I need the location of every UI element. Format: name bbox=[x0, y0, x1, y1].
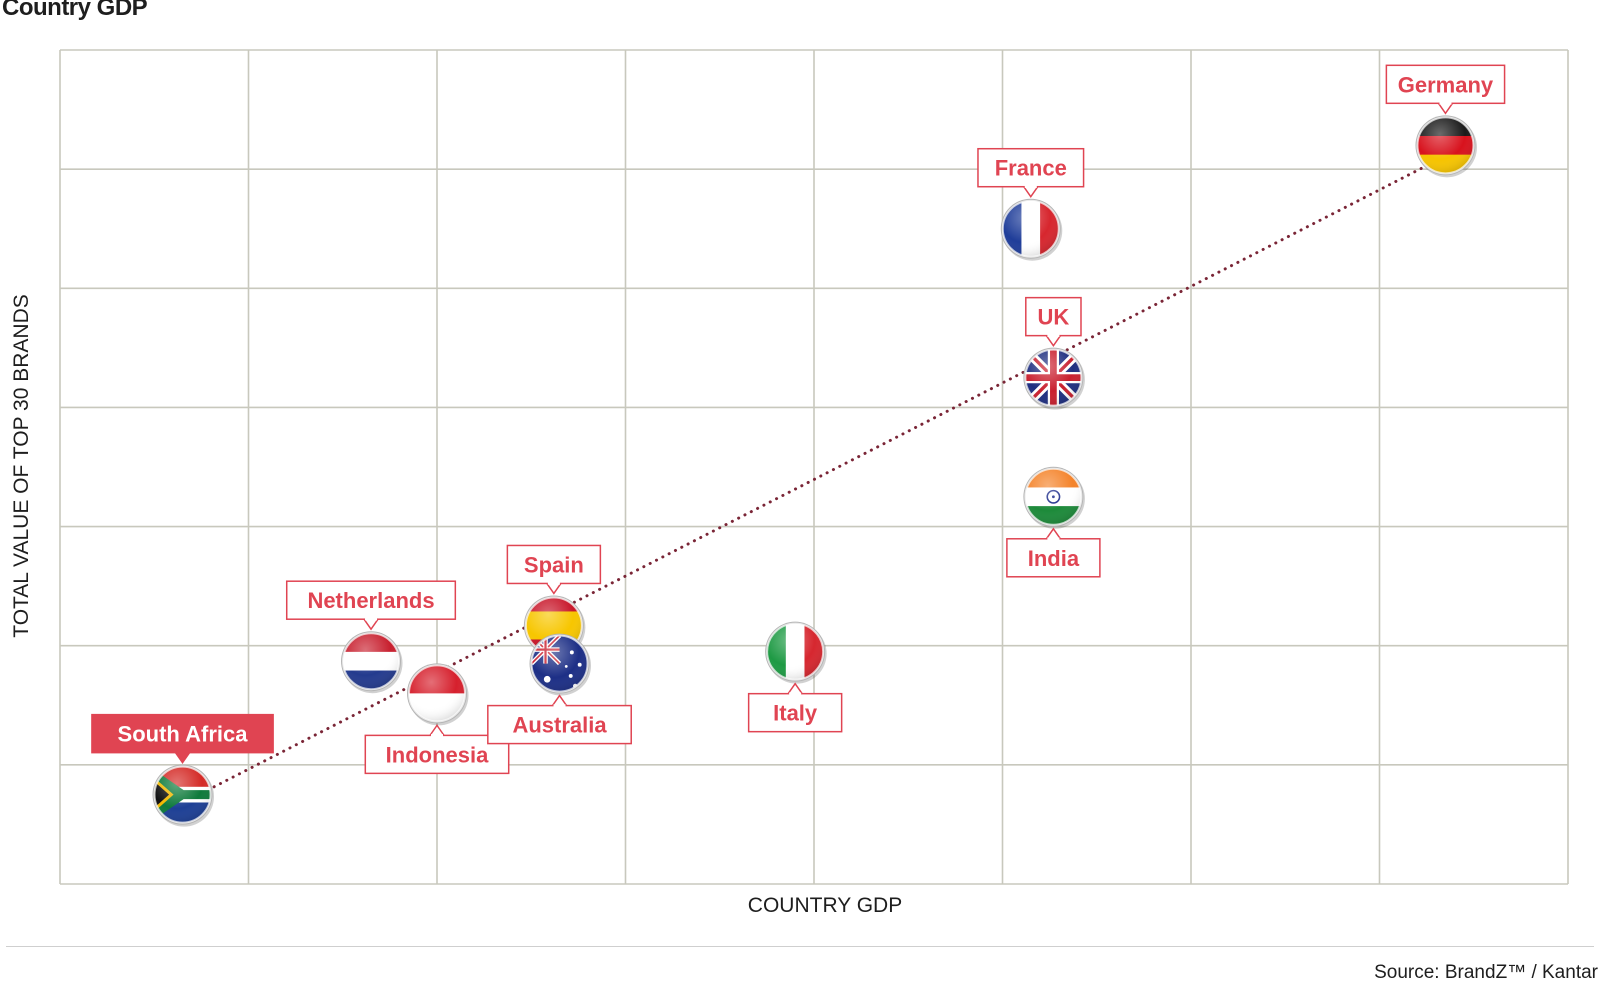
point-label: UK bbox=[1038, 305, 1070, 330]
italy-flag bbox=[765, 621, 827, 684]
callout-box bbox=[285, 580, 457, 620]
callout-australia: Australia bbox=[487, 694, 632, 745]
callout-uk: UK bbox=[1025, 296, 1082, 347]
south-africa-flag bbox=[152, 764, 215, 827]
point-label: Spain bbox=[524, 552, 584, 577]
callout-pointer bbox=[551, 694, 568, 707]
callout-box bbox=[977, 147, 1085, 188]
callout-india: India bbox=[1006, 527, 1101, 578]
data-point: Italy bbox=[747, 621, 843, 733]
australia-flag bbox=[529, 633, 592, 696]
callout-box bbox=[1385, 64, 1506, 105]
callout-netherlands: Netherlands bbox=[285, 580, 457, 631]
india-flag bbox=[1023, 466, 1085, 529]
trend-line-path bbox=[181, 154, 1447, 805]
callout-pointer bbox=[1023, 186, 1039, 199]
uk-flag bbox=[1023, 347, 1085, 410]
callout-spain: Spain bbox=[506, 544, 602, 595]
callout-pointer bbox=[363, 618, 379, 631]
point-label: Indonesia bbox=[386, 742, 489, 767]
callout-box bbox=[364, 734, 510, 775]
germany-flag bbox=[1415, 115, 1477, 178]
data-points: South Africa Netherlands Indonesia Spain Aus… bbox=[91, 64, 1506, 827]
data-point: Germany bbox=[1385, 64, 1506, 178]
data-point: France bbox=[977, 147, 1085, 261]
callout-pointer bbox=[174, 752, 191, 764]
callout-box bbox=[1006, 538, 1101, 578]
callout-germany: Germany bbox=[1385, 64, 1506, 115]
chart-title: Country GDP bbox=[2, 0, 148, 21]
grid-lines bbox=[59, 49, 1569, 885]
point-label: Germany bbox=[1398, 72, 1494, 97]
france-flag bbox=[1000, 198, 1063, 261]
data-point: India bbox=[1006, 466, 1101, 578]
callout-box bbox=[91, 713, 274, 754]
data-point: Indonesia bbox=[364, 663, 510, 775]
indonesia-flag bbox=[407, 663, 469, 726]
callout-france: France bbox=[977, 147, 1085, 199]
trend-line bbox=[181, 154, 1447, 805]
x-axis-label: COUNTRY GDP bbox=[747, 894, 903, 917]
data-point: Netherlands bbox=[285, 580, 457, 694]
point-label: South Africa bbox=[118, 722, 249, 747]
data-point: Australia bbox=[487, 633, 632, 745]
point-label: Australia bbox=[512, 713, 607, 738]
data-point: South Africa bbox=[91, 713, 274, 827]
netherlands-flag bbox=[341, 631, 403, 694]
y-axis-label: TOTAL VALUE OF TOP 30 BRANDS bbox=[10, 294, 33, 638]
point-label: Netherlands bbox=[307, 588, 434, 613]
data-point: UK bbox=[1023, 296, 1085, 410]
scatter-chart: South Africa Netherlands Indonesia Spain Aus… bbox=[59, 49, 1569, 885]
callout-pointer bbox=[1437, 102, 1454, 115]
point-label: Italy bbox=[773, 701, 818, 726]
callout-pointer bbox=[546, 583, 562, 595]
callout-italy: Italy bbox=[747, 682, 843, 733]
callout-box bbox=[487, 704, 632, 745]
callout-box bbox=[1025, 296, 1082, 337]
footer-divider bbox=[6, 946, 1594, 947]
point-label: India bbox=[1028, 546, 1080, 571]
point-label: France bbox=[995, 156, 1067, 181]
callout-indonesia: Indonesia bbox=[364, 724, 510, 775]
callout-pointer bbox=[787, 682, 803, 695]
callout-pointer bbox=[1045, 527, 1062, 540]
callout-south-africa: South Africa bbox=[91, 713, 274, 764]
callout-pointer bbox=[1045, 335, 1062, 347]
callout-pointer bbox=[429, 724, 445, 736]
callout-box bbox=[747, 692, 843, 733]
source-note: Source: BrandZ™ / Kantar bbox=[1374, 962, 1598, 983]
